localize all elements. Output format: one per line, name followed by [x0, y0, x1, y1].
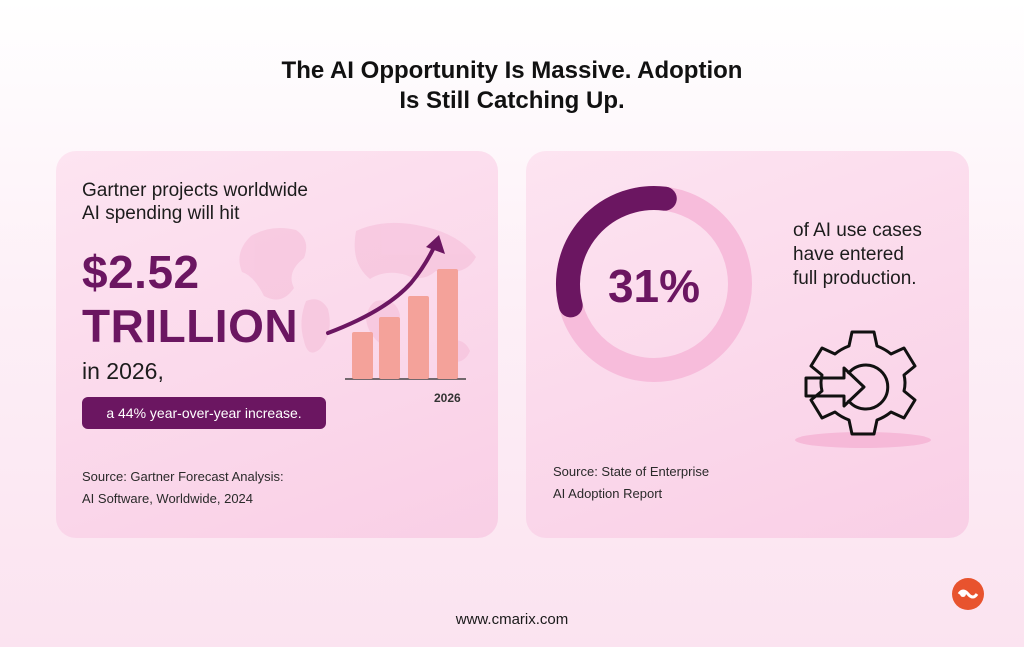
website-link[interactable]: www.cmarix.com [455, 611, 569, 628]
trend-arrow-icon [326, 241, 438, 335]
intro-line-2: AI spending will hit [82, 203, 240, 224]
source-line-1: Source: State of Enterprise [553, 464, 710, 479]
adoption-card: 31% of AI use cases have entered full pr… [526, 151, 969, 538]
source-line-2: AI Adoption Report [553, 486, 663, 501]
spending-intro: Gartner projects worldwide AI spending w… [82, 179, 382, 225]
cmarix-logo-icon [952, 578, 984, 610]
spending-amount: $2.52 [82, 246, 200, 298]
page-title: The AI Opportunity Is Massive. Adoption … [0, 56, 1024, 116]
spending-year: in 2026, [82, 358, 164, 384]
source-line-2: AI Software, Worldwide, 2024 [82, 491, 254, 506]
desc-line-3: full production. [793, 268, 917, 289]
growth-bar [437, 269, 458, 379]
adoption-percent: 31% [607, 260, 701, 312]
increase-badge: a 44% year-over-year increase. [82, 397, 326, 429]
adoption-donut [556, 186, 752, 382]
spending-unit: TRILLION [82, 300, 299, 352]
arrow-head-icon [426, 235, 445, 254]
source-line-1: Source: Gartner Forecast Analysis: [82, 469, 284, 484]
desc-line-2: have entered [793, 244, 904, 265]
adoption-source: Source: State of Enterprise AI Adoption … [553, 461, 709, 505]
gear-arrow-icon [795, 330, 931, 448]
intro-line-1: Gartner projects worldwide [82, 180, 308, 201]
chart-year-label: 2026 [434, 391, 461, 405]
adoption-description: of AI use cases have entered full produc… [793, 219, 963, 291]
growth-chart [239, 222, 476, 380]
growth-bar [352, 332, 373, 379]
desc-line-1: of AI use cases [793, 220, 922, 241]
title-line-2: Is Still Catching Up. [399, 87, 625, 114]
growth-bar [408, 296, 429, 379]
title-line-1: The AI Opportunity Is Massive. Adoption [281, 57, 743, 84]
spending-card: Gartner projects worldwide AI spending w… [56, 151, 498, 538]
spending-source: Source: Gartner Forecast Analysis: AI So… [82, 466, 284, 510]
donut-progress [556, 186, 677, 318]
growth-bar [379, 317, 400, 379]
